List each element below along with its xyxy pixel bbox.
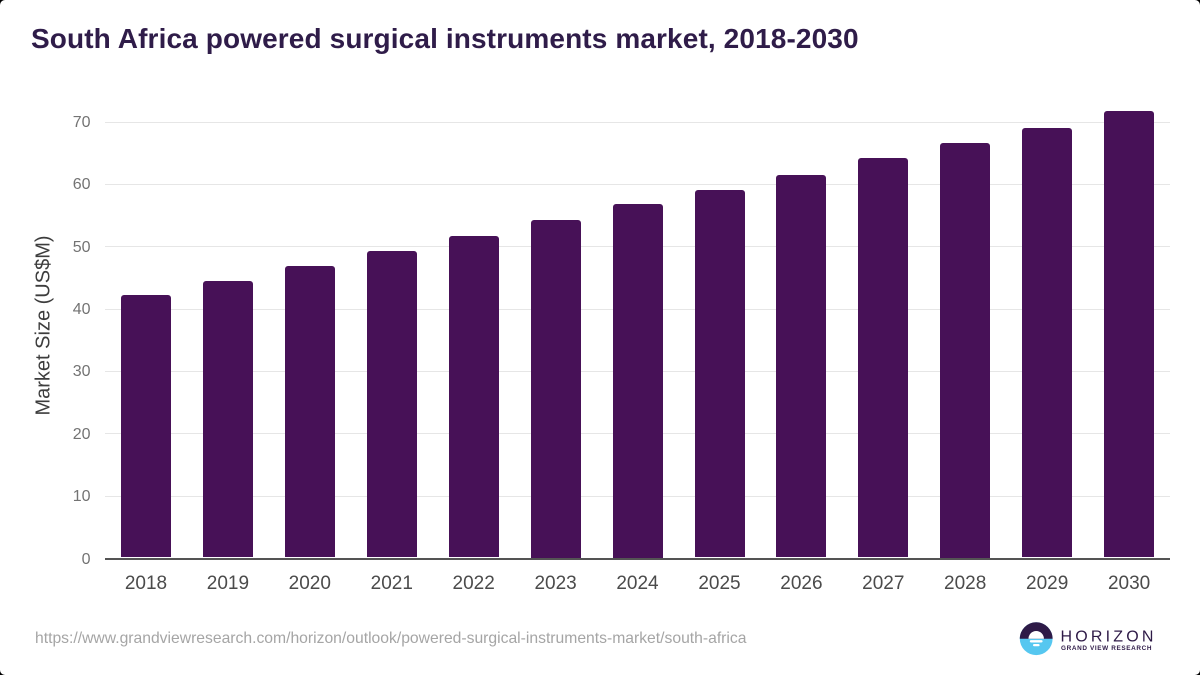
svg-text:GRAND VIEW RESEARCH: GRAND VIEW RESEARCH (1061, 645, 1152, 652)
svg-text:HORIZON: HORIZON (1061, 629, 1157, 646)
